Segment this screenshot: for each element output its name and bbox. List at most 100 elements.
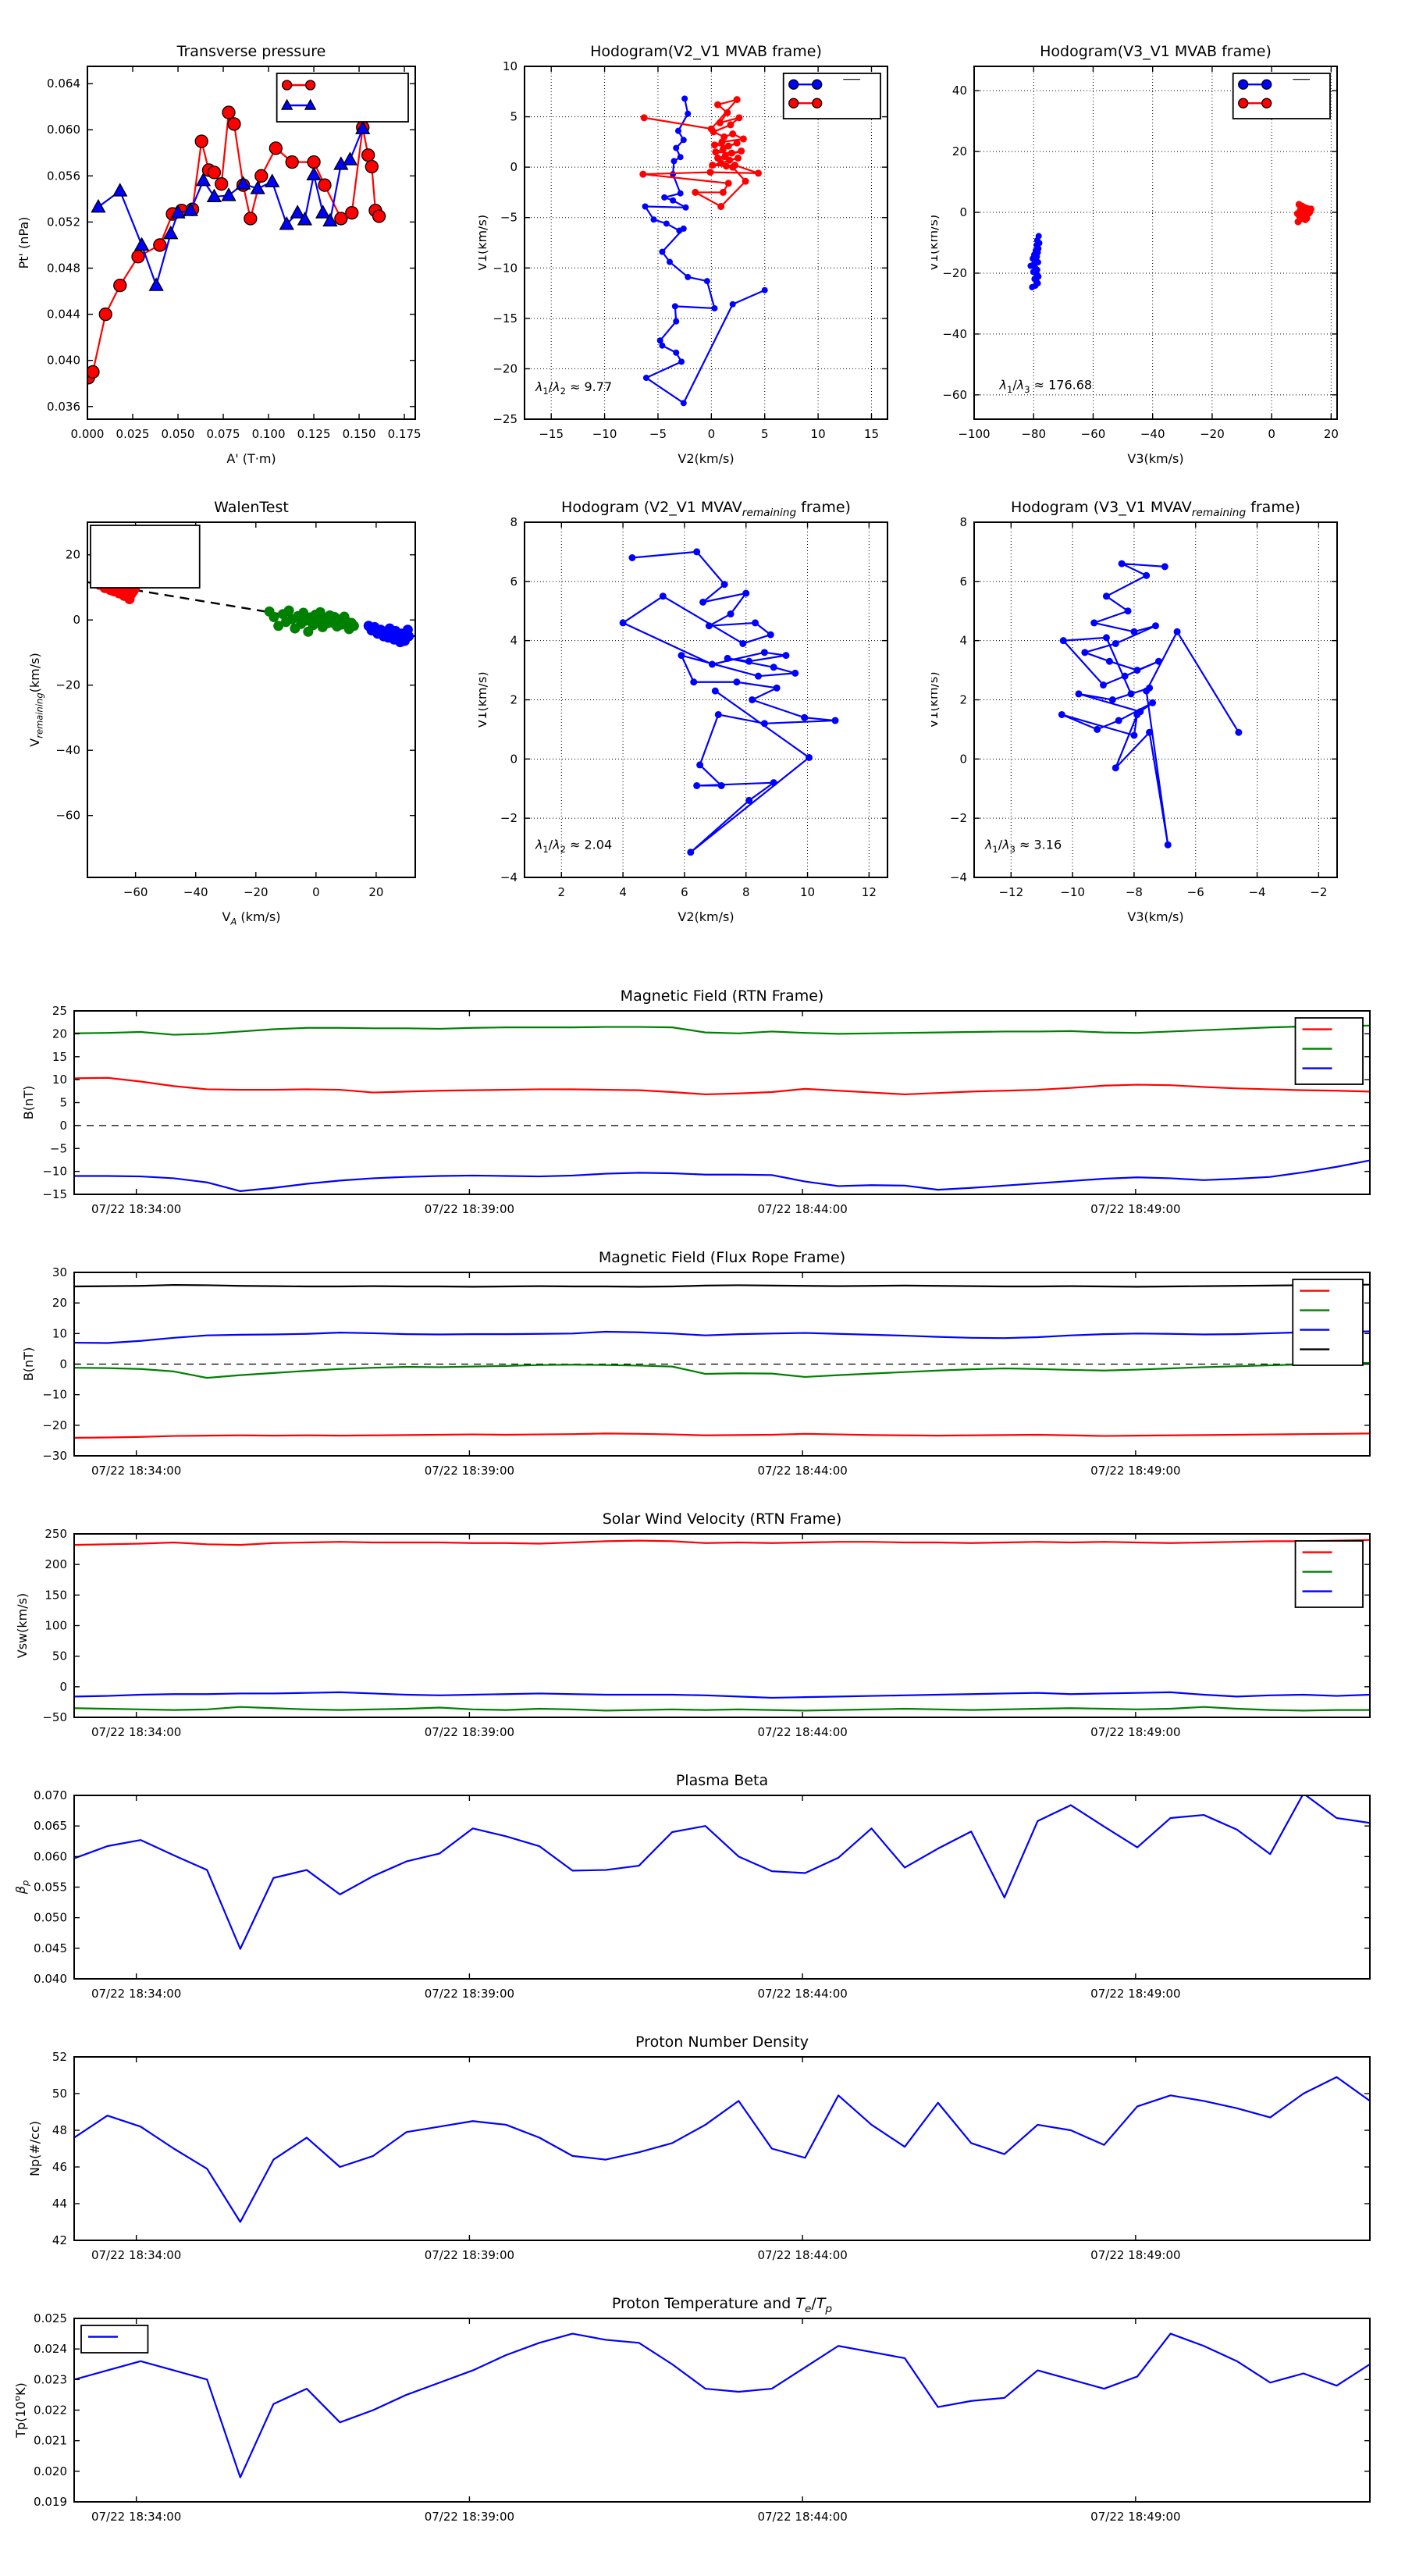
b-rtn-legend-box [1294,1017,1364,1085]
series-fit-line [87,581,415,638]
series-Vr [74,1539,1370,1546]
vsw-rtn-legend-box [1294,1540,1364,1608]
x-tick-label: 12 [862,885,877,899]
transverse-pressure-x-label: A' (T·m) [226,451,276,466]
y-tick-label: −20 [942,266,967,280]
y-tick-label: 0 [959,752,967,766]
hodogram-v2v1-mvav-y-label: V1(km/s) [478,671,489,728]
x-tick-label: 07/22 18:34:00 [91,2248,181,2262]
x-tick-label: 07/22 18:39:00 [425,2248,514,2262]
hodogram-v2v1-mvab-legend-box [782,73,881,119]
x-tick-label: 0.150 [343,427,376,441]
x-tick-label: 07/22 18:34:00 [91,1725,181,1739]
x-tick-label: −6 [1187,885,1204,899]
y-tick-label: 0 [510,752,518,766]
y-tick-label: −2 [950,811,967,825]
y-tick-label: 46 [52,2160,67,2174]
x-tick-label: 6 [681,885,688,899]
hodogram-v2v1-mvav-title: Hodogram (V2_V1 MVAVremaining frame) [561,499,851,519]
panel-proton-density: 07/22 18:34:00 07/22 18:39:00 07/22 18:44:… [16,2018,1397,2275]
hodogram-v3v1-mvab-title: Hodogram(V3_V1 MVAB frame) [1040,43,1272,60]
annotation: λ1/λ3 ≈ 176.68 [999,378,1093,395]
x-tick-label: 07/22 18:44:00 [757,1987,847,2001]
x-tick-label: 4 [619,885,627,899]
x-tick-label: 07/22 18:44:00 [757,2510,847,2524]
b-rtn-chart: 07/22 18:34:00 07/22 18:39:00 07/22 18:44:… [21,987,1371,1216]
y-tick-label: 0.040 [34,1972,67,1986]
y-tick-label: 20 [952,144,967,158]
x-tick-label: 07/22 18:49:00 [1090,1987,1180,2001]
series-Bz' [74,1330,1370,1344]
y-tick-label: −15 [42,1187,67,1201]
series-Bt [74,1024,1370,1036]
y-tick-label: −20 [42,1418,67,1432]
x-tick-label: 20 [368,885,383,899]
x-tick-label: 2 [558,885,566,899]
panel-magnetic-field-rtn: 07/22 18:34:00 07/22 18:39:00 07/22 18:44:… [16,972,1397,1229]
y-tick-label: 5 [510,110,518,124]
y-tick-label: −5 [500,211,518,225]
series-Br [74,1076,1370,1096]
b-fluxrope-series [74,1283,1370,1439]
vsw-rtn-series [74,1539,1370,1712]
proton-temperature-y-label: Tp(106K) [16,2382,28,2439]
hodogram-v3v1-mvab-series [1027,201,1314,290]
hodogram-v2v1-mvav-series [619,548,839,856]
hodogram-v2v1-mvab-series [639,95,768,407]
hodogram-v3v1-mvav-chart: −12 −10 −8 −6 −4 −2 −4 −2 0 2 4 6 8 Hodogram (V3_V1 M… [931,499,1338,924]
y-tick-label: 0 [59,1119,67,1133]
walen-test-stats-box [90,525,201,589]
walen-test-x-label: VA (km/s) [222,909,281,927]
x-tick-label: −12 [998,885,1023,899]
hodogram-v2v1-mvab-y-label: V1(km/s) [478,215,489,271]
x-tick-label: 0 [1268,427,1275,441]
y-tick-label: −20 [55,678,80,692]
y-tick-label: 0.036 [47,400,80,414]
y-tick-label: 0.056 [47,169,80,183]
y-tick-label: 0.020 [34,2464,67,2478]
b-fluxrope-title: Magnetic Field (Flux Rope Frame) [599,1249,845,1266]
x-tick-label: 20 [1324,427,1339,441]
x-tick-label: −40 [1140,427,1165,441]
y-tick-label: 200 [44,1557,67,1571]
y-tick-label: −30 [42,1449,67,1463]
y-tick-label: 10 [503,59,518,73]
y-tick-label: 0.044 [47,308,80,322]
x-tick-label: −4 [1248,885,1265,899]
y-tick-label: 5 [59,1096,67,1110]
walen-test-axes-frame [87,521,416,878]
y-tick-label: 15 [52,1050,67,1064]
y-tick-label: 150 [44,1588,67,1602]
hodogram-v3v1-mvab-axes-frame [973,66,1338,420]
y-tick-label: −20 [493,361,518,375]
panel-proton-temperature: 07/22 18:34:00 07/22 18:39:00 07/22 18:44:… [16,2279,1397,2537]
x-tick-label: −10 [592,427,617,441]
hodogram-v2v1-mvab-axes-frame [524,66,888,420]
hodogram-v2v1-mvav-x-label: V2(km/s) [678,909,734,924]
b-fluxrope-y-label: B(nT) [21,1347,36,1381]
panel-hodogram-v3v1-mvab: −100 −80 −60 −40 −20 0 20 −60 −40 −20 0 20 40 Hodogra… [931,14,1392,482]
y-tick-label: 0.060 [47,123,80,137]
y-tick-label: 20 [52,1296,67,1310]
x-tick-label: 07/22 18:44:00 [757,1725,847,1739]
y-tick-label: −50 [42,1710,67,1724]
y-tick-label: −4 [950,870,967,884]
x-tick-label: 0 [312,885,320,899]
panel-magnetic-field-fluxrope: 07/22 18:34:00 07/22 18:39:00 07/22 18:44:… [16,1233,1397,1491]
y-tick-label: 0 [510,160,518,174]
proton-density-title: Proton Number Density [635,2033,809,2051]
x-tick-label: 8 [742,885,750,899]
x-tick-label: 07/22 18:44:00 [757,1202,847,1216]
b-rtn-y-label: B(nT) [21,1086,36,1119]
y-tick-label: 0.045 [34,1941,67,1955]
b-fluxrope-chart: 07/22 18:34:00 07/22 18:39:00 07/22 18:44:… [21,1249,1371,1478]
y-tick-label: 4 [959,634,967,648]
x-tick-label: 0.125 [297,427,331,441]
series-Vt [74,1706,1370,1712]
series-Tp [74,2332,1370,2478]
panel-hodogram-v3v1-mvav: −12 −10 −8 −6 −4 −2 −4 −2 0 2 4 6 8 Hodogram (V3_V1 M… [931,468,1392,948]
x-tick-label: 07/22 18:39:00 [425,1202,514,1216]
annotation: λ1/λ3 ≈ 3.16 [984,838,1062,855]
proton-temperature-title: Proton Temperature and Te/Tp [612,2295,833,2315]
y-tick-label: 20 [52,1026,67,1041]
